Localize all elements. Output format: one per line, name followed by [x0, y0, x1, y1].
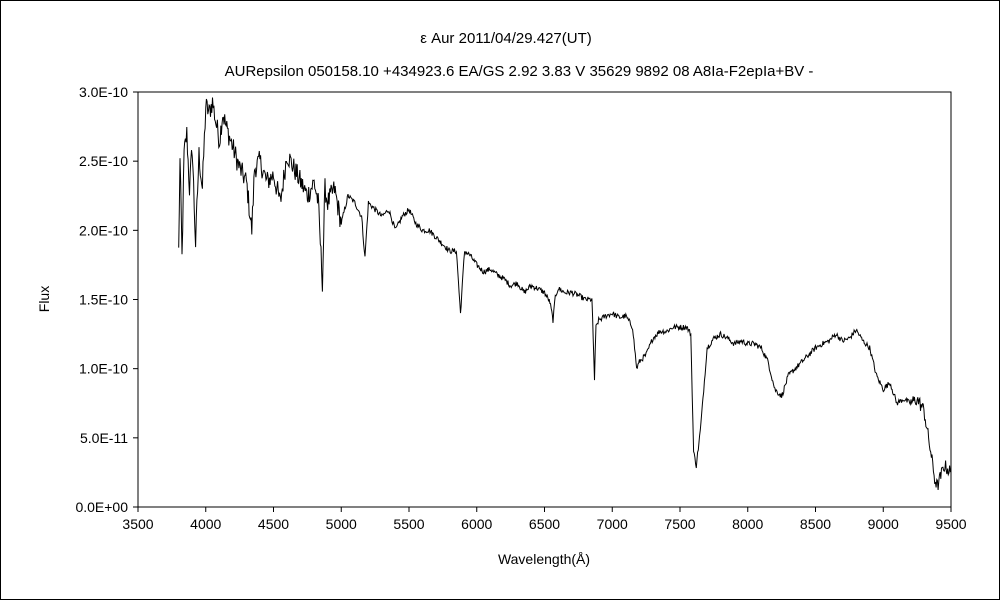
- x-tick-label: 8000: [732, 516, 763, 532]
- x-tick-label: 6000: [461, 516, 492, 532]
- y-tick-label: 1.0E-10: [79, 361, 128, 377]
- chart-subtitle: AURepsilon 050158.10 +434923.6 EA/GS 2.9…: [225, 63, 814, 80]
- y-tick-label: 3.0E-10: [79, 84, 128, 100]
- x-tick-label: 6500: [529, 516, 560, 532]
- chart-title: ε Aur 2011/04/29.427(UT): [420, 30, 592, 47]
- x-tick-label: 8500: [800, 516, 831, 532]
- x-tick-label: 9500: [935, 516, 966, 532]
- x-tick-label: 3500: [122, 516, 153, 532]
- y-axis-label: Flux: [36, 286, 52, 312]
- x-tick-label: 4000: [190, 516, 221, 532]
- x-tick-label: 7500: [664, 516, 695, 532]
- y-axis: 0.0E+00 5.0E-11 1.0E-10 1.5E-10 2.0E-10 2.5E-…: [75, 84, 138, 515]
- x-tick-label: 5500: [393, 516, 424, 532]
- x-tick-label: 7000: [597, 516, 628, 532]
- y-tick-label: 2.0E-10: [79, 222, 128, 238]
- y-tick-label: 1.5E-10: [79, 292, 128, 308]
- y-tick-label: 5.0E-11: [80, 430, 128, 446]
- spectrum-series-line: [178, 97, 952, 491]
- x-tick-label: 5000: [326, 516, 357, 532]
- x-axis: 3500 4000 4500 5000 5500 6000 6500 7000 7500 8000…: [122, 507, 967, 532]
- y-tick-label: 0.0E+00: [75, 499, 128, 515]
- x-tick-label: 4500: [258, 516, 289, 532]
- x-axis-label: Wavelength(Å): [498, 551, 590, 567]
- y-tick-label: 2.5E-10: [79, 153, 128, 169]
- x-tick-label: 9000: [868, 516, 899, 532]
